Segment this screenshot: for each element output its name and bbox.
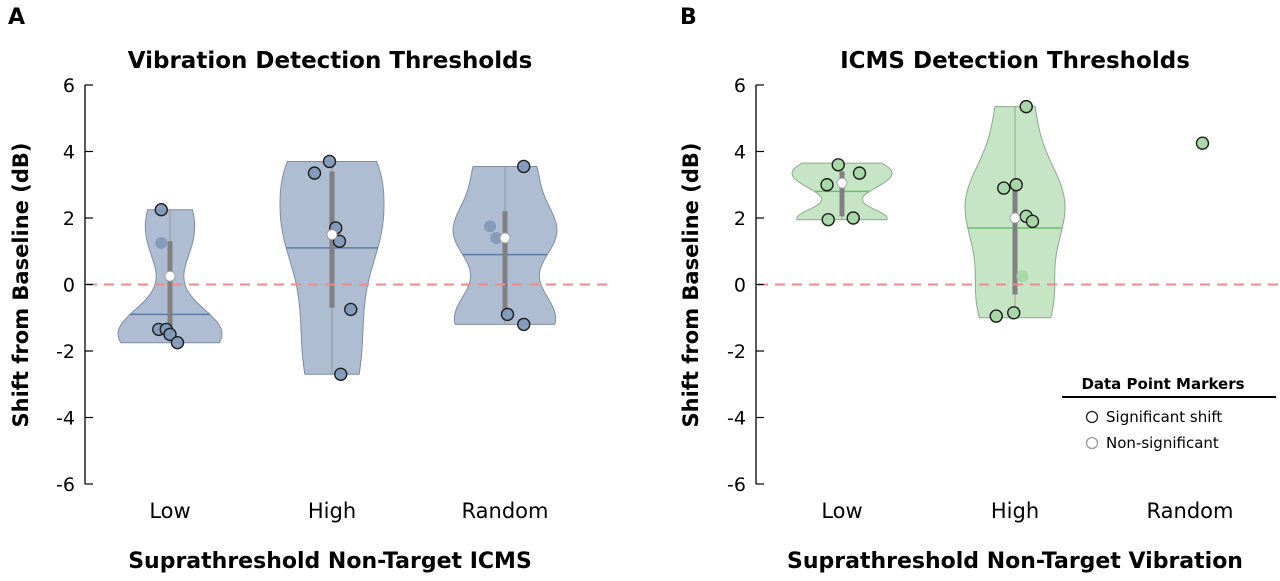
panel-b-data-point bbox=[852, 166, 867, 180]
panel-a-y-axis-label: Shift from Baseline (dB) bbox=[9, 143, 33, 428]
panel-b-median-marker bbox=[1009, 212, 1021, 224]
panel-b-y-tick-label: 6 bbox=[734, 75, 746, 97]
panel-b-x-tick-label: Low bbox=[821, 499, 862, 523]
panel-a-x-axis: Low High Random bbox=[149, 499, 548, 523]
panel-a-data-point bbox=[484, 220, 496, 233]
panel-b-x-tick-label: High bbox=[991, 499, 1039, 523]
legend-title: Data Point Markers bbox=[1081, 375, 1244, 393]
panel-a-y-tick-label: -4 bbox=[56, 408, 75, 430]
panel-a-y-tick-label: 6 bbox=[63, 75, 75, 97]
panel-b-data-point bbox=[1016, 270, 1029, 283]
panel-a-y-tick-label: -6 bbox=[56, 474, 75, 496]
panel-a-y-tick-label: 2 bbox=[63, 208, 75, 230]
panel-a-y-tick-label: 4 bbox=[63, 142, 75, 164]
panel-a-data-point bbox=[154, 202, 168, 217]
panel-b-median-marker bbox=[836, 177, 848, 189]
panel-a-data-point bbox=[334, 367, 348, 381]
panel-a-data-point bbox=[163, 327, 177, 342]
panel-a-letter: A bbox=[8, 5, 25, 30]
panel-b-data-point bbox=[1007, 306, 1021, 320]
panel-b-y-axis-label: Shift from Baseline (dB) bbox=[679, 143, 703, 428]
legend: Data Point Markers Significant shift Non… bbox=[1062, 375, 1276, 452]
panel-a-median-marker bbox=[326, 229, 338, 241]
legend-significant-label: Significant shift bbox=[1106, 408, 1222, 426]
panel-b-data-point bbox=[846, 211, 860, 225]
panel-a-data-point bbox=[500, 307, 515, 322]
panel-a-y-tick-label: -2 bbox=[56, 341, 75, 363]
panel-a-data-point bbox=[307, 166, 322, 180]
panel-a-data-point bbox=[517, 159, 531, 174]
panel-b-y-tick-label: 4 bbox=[734, 142, 746, 164]
panel-b: B ICMS Detection Thresholds Suprathresho… bbox=[679, 5, 1278, 574]
panel-a-points bbox=[152, 154, 531, 381]
panel-a-data-point bbox=[322, 154, 337, 169]
panel-b-x-axis-label: Suprathreshold Non-Target Vibration bbox=[787, 549, 1243, 574]
panel-a-median-marker bbox=[164, 270, 176, 282]
panel-a-title: Vibration Detection Thresholds bbox=[128, 48, 533, 74]
panel-a-data-point bbox=[490, 231, 503, 244]
panel-a-data-point bbox=[517, 317, 531, 332]
panel-b-title: ICMS Detection Thresholds bbox=[840, 48, 1190, 74]
panel-b-data-point bbox=[1025, 214, 1040, 229]
panel-b-data-point bbox=[1195, 136, 1210, 150]
panel-a-median-marker bbox=[499, 232, 511, 244]
panel-a-x-axis-label: Suprathreshold Non-Target ICMS bbox=[128, 549, 532, 574]
panel-a-data-point bbox=[332, 234, 347, 248]
panel-b-data-point bbox=[820, 178, 834, 192]
panel-a-x-tick-label: High bbox=[308, 499, 356, 523]
panel-b-data-point bbox=[831, 158, 845, 172]
panel-a: A Vibration Detection Thresholds Suprath… bbox=[8, 5, 610, 574]
panel-a-x-tick-label: Low bbox=[149, 499, 190, 523]
panel-a-y-axis: -6 -4 -2 0 2 4 6 bbox=[56, 75, 93, 496]
panel-b-y-tick-label: 0 bbox=[734, 275, 746, 297]
panel-a-x-tick-label: Random bbox=[462, 499, 549, 523]
panel-b-data-point bbox=[997, 181, 1011, 195]
panel-a-y-tick-label: 0 bbox=[63, 275, 75, 297]
panel-b-data-point bbox=[1009, 178, 1023, 192]
panel-b-points bbox=[820, 99, 1210, 323]
legend-non-significant-marker bbox=[1085, 436, 1099, 450]
panel-b-data-point bbox=[989, 309, 1003, 323]
panel-b-x-tick-label: Random bbox=[1147, 499, 1234, 523]
panel-a-data-point bbox=[155, 236, 168, 249]
panel-b-y-tick-label: -2 bbox=[727, 341, 746, 363]
panel-b-y-tick-label: 2 bbox=[734, 208, 746, 230]
panel-b-x-axis: Low High Random bbox=[821, 499, 1233, 523]
panel-a-data-point bbox=[344, 302, 358, 317]
legend-significant-marker bbox=[1085, 410, 1099, 424]
panel-a-data-point bbox=[170, 335, 185, 350]
panel-b-data-point bbox=[821, 212, 835, 227]
panel-b-y-axis: -6 -4 -2 0 2 4 6 bbox=[727, 75, 764, 496]
panel-b-letter: B bbox=[680, 5, 697, 30]
panel-b-data-point bbox=[1019, 99, 1033, 114]
panel-b-violins bbox=[791, 106, 1066, 319]
legend-non-significant-label: Non-significant bbox=[1106, 434, 1219, 452]
panel-b-y-tick-label: -4 bbox=[727, 408, 746, 430]
panel-b-y-tick-label: -6 bbox=[727, 474, 746, 496]
